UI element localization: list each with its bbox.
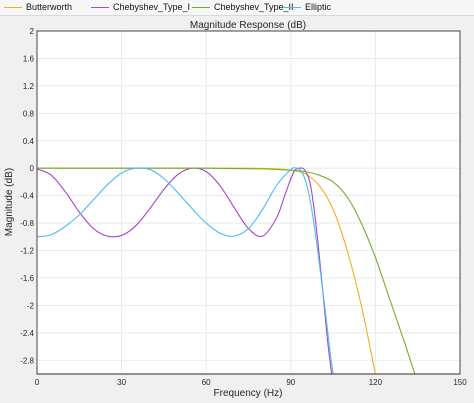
x-tick-label: 0 (35, 378, 40, 387)
legend-item-elliptic[interactable]: Elliptic (283, 2, 331, 13)
legend-item-chebyshev-type-ii[interactable]: Chebyshev_Type_II (192, 2, 294, 13)
x-axis-label: Frequency (Hz) (214, 388, 283, 399)
x-tick-label: 120 (369, 378, 383, 387)
legend: Butterworth Chebyshev_Type_I Chebyshev_T… (0, 0, 474, 16)
y-tick-label: 2 (30, 27, 35, 36)
series-line-elliptic (37, 167, 334, 374)
x-tick-label: 150 (453, 378, 467, 387)
y-tick-label: 1.2 (23, 82, 35, 91)
series-lines (37, 167, 416, 374)
y-tick-label: -1.6 (20, 274, 34, 283)
legend-item-chebyshev-type-i[interactable]: Chebyshev_Type_I (91, 2, 190, 13)
legend-swatch-elliptic (283, 7, 301, 8)
x-tick-label: 30 (117, 378, 126, 387)
legend-swatch-butterworth (4, 7, 22, 8)
y-tick-label: -2.4 (20, 329, 34, 338)
legend-item-butterworth[interactable]: Butterworth (4, 2, 72, 13)
plot-area[interactable] (36, 30, 461, 375)
y-tick-label: 0 (30, 164, 35, 173)
chart-title: Magnitude Response (dB) (190, 20, 306, 31)
legend-label-elliptic: Elliptic (305, 2, 332, 12)
x-tick-label: 90 (286, 378, 295, 387)
y-tick-label: -0.4 (20, 192, 34, 201)
y-axis-label: Magnitude (dB) (4, 168, 15, 236)
legend-label-chebyshev-type-i: Chebyshev_Type_I (113, 2, 191, 12)
series-line-chebyshev-type-i (37, 167, 333, 374)
legend-swatch-chebyshev-type-ii (192, 7, 210, 8)
x-tick-label: 60 (202, 378, 211, 387)
legend-swatch-chebyshev-type-i (91, 7, 109, 8)
y-tick-label: 0.8 (23, 109, 35, 118)
legend-label-butterworth: Butterworth (26, 2, 73, 12)
y-tick-label: -2.8 (20, 356, 34, 365)
y-tick-label: -1.2 (20, 247, 34, 256)
plot-frame (36, 30, 461, 375)
y-tick-label: 0.4 (23, 137, 35, 146)
tick-labels: 0 30 60 90 120 150 2 1.6 1.2 0.8 0.4 0 -0.4 -0.8 -1.2 -… (20, 27, 467, 387)
y-tick-label: -0.8 (20, 219, 34, 228)
series-line-chebyshev-type-ii (37, 167, 416, 374)
y-tick-label: 1.6 (23, 54, 35, 63)
y-tick-label: -2 (27, 301, 35, 310)
legend-label-chebyshev-type-ii: Chebyshev_Type_II (214, 2, 294, 12)
